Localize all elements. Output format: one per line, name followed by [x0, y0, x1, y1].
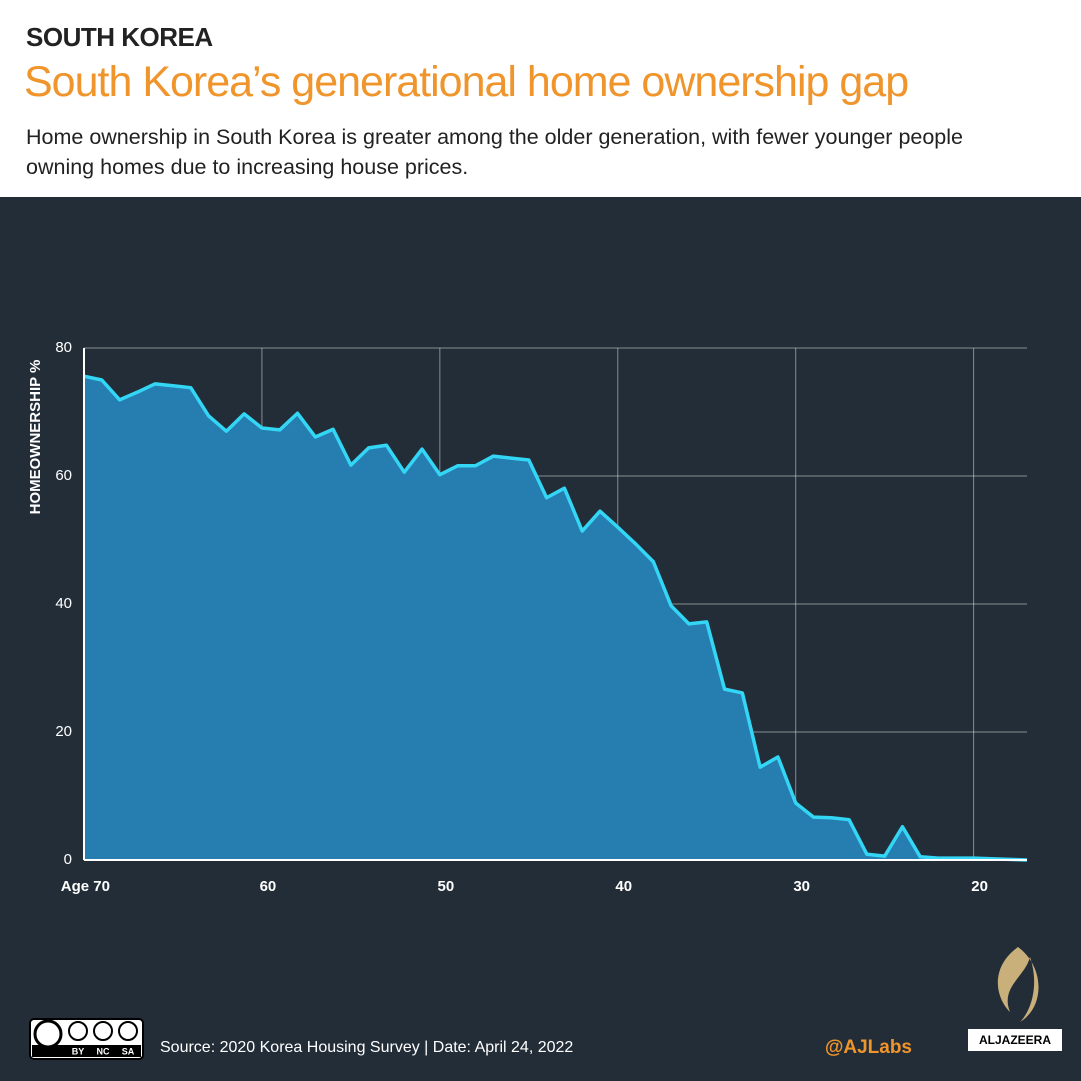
y-tick-label: 40 — [55, 595, 72, 612]
y-tick-label: 80 — [55, 339, 72, 356]
chart-title: South Korea’s generational home ownershi… — [24, 58, 909, 106]
x-tick-label: 20 — [971, 878, 988, 895]
sa-icon — [118, 1021, 138, 1041]
x-tick-label: 30 — [793, 878, 810, 895]
y-tick-label: 20 — [55, 723, 72, 740]
x-tick-label: 40 — [615, 878, 632, 895]
license-label: NC — [97, 1046, 110, 1056]
license-label: SA — [122, 1046, 135, 1056]
line — [83, 374, 1028, 862]
license-label: BY — [72, 1046, 85, 1056]
badge-strip — [32, 1045, 141, 1057]
nc-icon — [93, 1021, 113, 1041]
by-icon — [68, 1021, 88, 1041]
credit: @AJLabs — [825, 1037, 912, 1058]
x-tick-label: 50 — [438, 878, 455, 895]
subtitle: Home ownership in South Korea is greater… — [26, 125, 964, 179]
y-axis-label: HOMEOWNERSHIP % — [27, 360, 44, 515]
brand: ALJAZEERA — [979, 1033, 1051, 1047]
source: Source: 2020 Korea Housing Survey | Date… — [160, 1039, 573, 1056]
chart: HOMEOWNERSHIP % Source: 2020 Korea Housi… — [0, 197, 1081, 1081]
cc-icon — [33, 1019, 63, 1049]
x-tick-label: Age 70 — [61, 878, 110, 895]
y-tick-label: 0 — [64, 851, 72, 868]
area-fill — [84, 376, 1027, 860]
brand-logo: ALJAZEERA — [968, 947, 1062, 1051]
y-tick-label: 60 — [55, 467, 72, 484]
logo-box — [968, 1029, 1062, 1051]
cc-badge — [29, 1018, 144, 1060]
logo-mark — [997, 947, 1039, 1022]
x-tick-label: 60 — [260, 878, 277, 895]
kicker: SOUTH KOREA — [26, 22, 213, 52]
